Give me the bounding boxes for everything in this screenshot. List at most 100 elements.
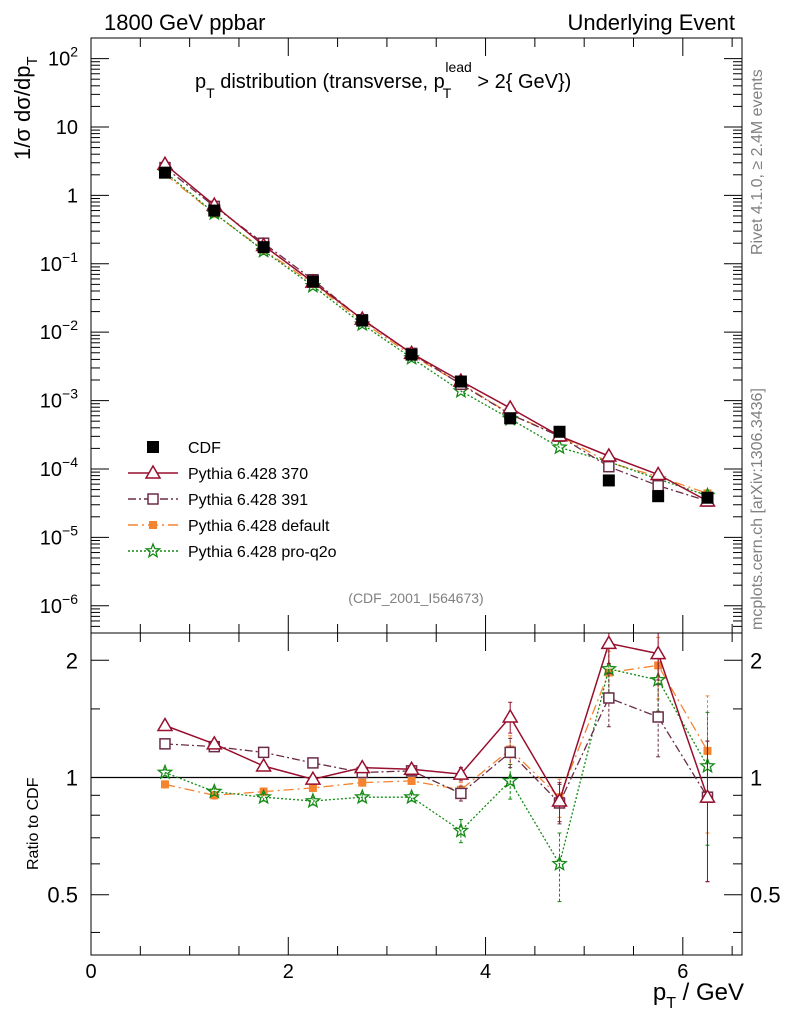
ratio-ytick-label: 2: [66, 648, 78, 673]
ratio-line-p391: [164, 697, 709, 805]
xlabel: pT / GeV: [653, 979, 744, 1012]
ratio-point-p370: [353, 759, 371, 774]
ratio-point-pdefault: [308, 783, 317, 792]
header-left: 1800 GeV ppbar: [104, 10, 265, 35]
legend-item-p370: Pythia 6.428 370: [128, 464, 308, 483]
legend-marker-cdf: [147, 441, 159, 453]
ratio-point-pdefault: [160, 780, 169, 789]
ratio-point-p370: [205, 735, 223, 750]
main-ytick-label: 10−3: [40, 386, 78, 413]
legend-marker-proq2o: [144, 542, 162, 559]
series-line-pdefault: [164, 173, 708, 495]
legend-item-pdefault: Pythia 6.428 default: [128, 518, 330, 535]
main-series: [156, 155, 716, 507]
xtick-label: 2: [283, 961, 294, 983]
ratio-point-pdefault: [407, 776, 416, 785]
analysis-watermark: (CDF_2001_I564673): [348, 590, 483, 606]
legend-marker-pdefault: [149, 521, 157, 529]
point-p391: [603, 460, 615, 473]
xtick-label: 6: [677, 961, 688, 983]
main-series-p370: [156, 155, 716, 507]
point-proq2o: [551, 438, 568, 455]
ratio-axis-ticks: 0.5 0.5 1 1 2 2 0 2 4 6: [47, 633, 781, 983]
ratio-point-proq2o: [600, 660, 618, 677]
ratio-ytick-label-right: 0.5: [750, 883, 781, 908]
ratio-point-p391: [455, 787, 467, 800]
ratio-point-p370: [156, 716, 174, 732]
ratio-point-p370: [699, 788, 716, 803]
ratio-point-proq2o: [205, 782, 223, 799]
main-ytick-label: 10−6: [40, 591, 78, 618]
point-cdf: [208, 204, 221, 217]
point-cdf: [602, 474, 615, 487]
ratio-point-proq2o: [551, 855, 568, 871]
ratio-series-pdefault: [160, 636, 712, 834]
ratio-point-p370: [255, 757, 272, 772]
main-ytick-label: 10−1: [40, 249, 78, 276]
legend-label-pdefault: Pythia 6.428 default: [188, 518, 330, 535]
main-ytick-label: 1: [67, 185, 78, 207]
main-ytick-label: 10−5: [40, 522, 78, 549]
point-cdf: [158, 166, 171, 179]
ratio-point-proq2o: [649, 671, 667, 688]
main-ytick-label: 102: [48, 44, 78, 71]
ratio-point-p391: [257, 746, 270, 759]
ratio-point-p370: [649, 645, 667, 660]
point-cdf: [701, 491, 714, 504]
ratio-series: [156, 632, 716, 903]
ratio-point-proq2o: [156, 763, 174, 780]
ratio-point-p370: [600, 634, 618, 650]
point-p370: [501, 399, 519, 414]
legend-item-proq2o: Pythia 6.428 pro-q2o: [128, 542, 337, 561]
legend: CDF Pythia 6.428 370 Pythia 6.428 391 Pythi…: [128, 440, 337, 561]
ratio-point-p391: [603, 692, 615, 704]
main-ytick-label: 10: [56, 117, 78, 139]
ratio-point-p391: [307, 757, 319, 769]
point-cdf: [504, 412, 517, 425]
ratio-ylabel: Ratio to CDF: [25, 777, 42, 870]
ratio-ytick-label: 1: [66, 765, 78, 790]
ratio-point-p391: [159, 738, 171, 750]
main-axis-ticks: 102 10 1 10−1 10−2 10−3 10−4 10−5 10−6: [40, 37, 742, 634]
xtick-label: 4: [480, 961, 491, 983]
ratio-frame: [90, 632, 743, 956]
main-series-pdefault: [160, 170, 712, 498]
ratio-point-p391: [652, 711, 664, 723]
ratio-point-p370: [501, 708, 519, 723]
point-cdf: [257, 241, 270, 254]
legend-label-p391: Pythia 6.428 391: [188, 492, 308, 509]
ratio-line-p370: [164, 642, 709, 803]
header-right: Underlying Event: [567, 10, 735, 35]
ratio-point-p370: [551, 792, 568, 807]
point-cdf: [553, 425, 566, 438]
plot-title: pT distribution (transverse, pTlead > 2{…: [195, 59, 571, 101]
legend-label-p370: Pythia 6.428 370: [188, 466, 308, 483]
point-p370: [600, 447, 618, 462]
ratio-point-proq2o: [452, 821, 470, 838]
point-cdf: [306, 275, 319, 288]
point-cdf: [405, 348, 418, 361]
ratio-point-p370: [452, 765, 470, 780]
main-series-cdf: [158, 166, 714, 504]
legend-marker-p370: [144, 464, 162, 479]
legend-item-cdf: CDF: [147, 440, 221, 457]
ratio-series-proq2o: [156, 647, 716, 903]
mcplots-label: mcplots.cern.ch [arXiv:1306.3436]: [749, 388, 766, 630]
main-ytick-label: 10−2: [40, 317, 78, 344]
ratio-ytick-label: 0.5: [47, 883, 78, 908]
ratio-point-proq2o: [255, 788, 273, 805]
legend-label-proq2o: Pythia 6.428 pro-q2o: [188, 544, 337, 561]
ratio-series-p370: [156, 632, 716, 883]
series-line-p370: [164, 163, 708, 502]
ratio-point-p370: [304, 770, 322, 785]
ratio-line-proq2o: [164, 668, 709, 866]
xtick-label: 0: [85, 961, 96, 983]
point-cdf: [652, 490, 665, 503]
legend-label-cdf: CDF: [188, 440, 221, 457]
legend-marker-p391: [147, 493, 159, 505]
main-series-p391: [159, 161, 714, 507]
ratio-point-pdefault: [358, 778, 367, 787]
point-cdf: [454, 375, 467, 388]
series-line-p391: [164, 167, 708, 502]
